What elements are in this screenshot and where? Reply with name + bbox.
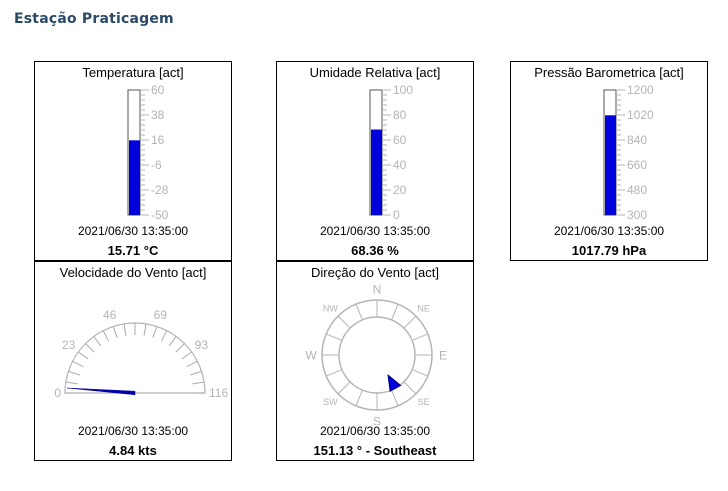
wind-speed-tick [102, 330, 110, 342]
pressure-title: Pressão Barometrica [act] [534, 65, 684, 80]
humidity-panel: Umidade Relativa [act] 100 80 60 40 20 0 2021… [276, 61, 474, 261]
compass-tick [355, 389, 363, 407]
wind-speed-tick [168, 336, 177, 347]
wind-direction-compass: N NE E SE S SW W NW [305, 282, 447, 425]
pressure-fill [605, 115, 616, 215]
compass-tick [337, 381, 351, 395]
compass-tick [355, 303, 363, 321]
wind-speed-title: Velocidade do Vento [act] [59, 265, 207, 280]
pressure-thermometer: 1200 1020 840 660 480 300 [603, 83, 654, 222]
humidity-tick-label: 20 [393, 183, 407, 197]
humidity-tick-label: 100 [393, 83, 413, 97]
temperature-fill [129, 140, 140, 215]
wind-speed-tick [190, 370, 202, 376]
wind-speed-tick [78, 351, 89, 360]
temperature-tick-label: -6 [151, 158, 162, 172]
humidity-tick-label: 60 [393, 133, 407, 147]
wind-speed-tick [68, 370, 80, 376]
wind-speed-tick [123, 323, 127, 336]
compass-tick [403, 381, 417, 395]
temperature-value: 15.71 °C [107, 243, 159, 258]
humidity-timestamp: 2021/06/30 13:35:00 [319, 224, 431, 238]
temperature-panel: Temperatura [act] 60 38 16 -6 -28 -50 2021/06… [34, 61, 232, 261]
wind-speed-tick-label: 69 [154, 308, 168, 322]
temperature-thermometer: 60 38 16 -6 -28 -50 [127, 83, 169, 222]
pressure-panel: Pressão Barometrica [act] 1200 1020 840 660… [510, 61, 708, 261]
temperature-tick-label: -28 [151, 183, 169, 197]
wind-speed-panel: Velocidade do Vento [act] 0 23 46 69 93 116 2… [34, 261, 232, 461]
humidity-fill [371, 129, 382, 215]
page-title: Estação Praticagem [14, 11, 174, 27]
humidity-value: 68.36 % [351, 243, 399, 258]
temperature-tick-label: 38 [151, 108, 165, 122]
wind-speed-needle [66, 387, 136, 396]
pressure-tick-label: 660 [627, 158, 647, 172]
wind-speed-tick-label: 116 [209, 386, 228, 400]
compass-label-s: S [373, 414, 381, 425]
wind-speed-value: 4.84 kts [109, 443, 157, 458]
wind-speed-dial: 0 23 46 69 93 116 [54, 308, 228, 400]
temperature-title: Temperatura [act] [82, 65, 184, 80]
compass-label-ne: NE [417, 304, 430, 314]
wind-speed-tick-label: 46 [103, 308, 117, 322]
wind-direction-value: 151.13 ° - Southeast [313, 443, 437, 458]
compass-label-e: E [439, 348, 447, 362]
wind-speed-tick-label: 0 [54, 386, 61, 400]
wind-speed-tick [72, 360, 84, 368]
pressure-tick-label: 480 [627, 183, 647, 197]
pressure-tick-label: 1200 [627, 83, 654, 97]
compass-tick [411, 369, 429, 377]
compass-pointer [387, 373, 402, 392]
temperature-timestamp: 2021/06/30 13:35:00 [77, 224, 189, 238]
compass-tick [337, 315, 351, 329]
pressure-value: 1017.79 hPa [571, 243, 647, 258]
pressure-tick-label: 300 [627, 208, 647, 222]
compass-tick [391, 389, 399, 407]
compass-inner-ring [338, 316, 416, 394]
wind-speed-tick [192, 381, 205, 385]
wind-direction-timestamp: 2021/06/30 13:35:00 [319, 424, 431, 438]
pressure-timestamp: 2021/06/30 13:35:00 [553, 224, 665, 238]
wind-speed-tick [112, 326, 118, 338]
wind-speed-tick [186, 360, 198, 368]
wind-speed-tick [181, 351, 192, 360]
humidity-tick-label: 40 [393, 158, 407, 172]
compass-tick [403, 315, 417, 329]
temperature-tick-label: -50 [151, 208, 169, 222]
temperature-tick-label: 60 [151, 83, 165, 97]
humidity-tick-label: 0 [393, 208, 400, 222]
compass-tick [325, 333, 343, 341]
compass-label-w: W [305, 348, 317, 362]
wind-speed-tick [160, 330, 168, 342]
wind-speed-tick [85, 343, 95, 353]
wind-speed-timestamp: 2021/06/30 13:35:00 [77, 424, 189, 438]
pressure-tick-label: 840 [627, 133, 647, 147]
temperature-tick-label: 16 [151, 133, 165, 147]
wind-speed-tick [175, 343, 185, 353]
compass-tick [391, 303, 399, 321]
compass-label-se: SE [418, 397, 430, 407]
compass-tick [411, 333, 429, 341]
wind-direction-panel: Direção do Vento [act] N NE E SE S SW W NW 2021… [276, 261, 474, 461]
humidity-tick-label: 80 [393, 108, 407, 122]
wind-speed-tick-label: 23 [62, 338, 76, 352]
compass-label-nw: NW [323, 304, 338, 314]
humidity-title: Umidade Relativa [act] [309, 65, 441, 80]
compass-tick [325, 369, 343, 377]
humidity-thermometer: 100 80 60 40 20 0 [369, 83, 413, 222]
wind-speed-tick [152, 326, 158, 338]
wind-speed-tick [65, 381, 78, 385]
wind-speed-tick [143, 323, 147, 336]
compass-label-n: N [373, 282, 382, 296]
pressure-tick-label: 1020 [627, 108, 654, 122]
wind-speed-tick-label: 93 [195, 338, 209, 352]
wind-direction-title: Direção do Vento [act] [311, 265, 439, 280]
compass-label-sw: SW [323, 397, 338, 407]
wind-speed-tick [93, 336, 102, 347]
